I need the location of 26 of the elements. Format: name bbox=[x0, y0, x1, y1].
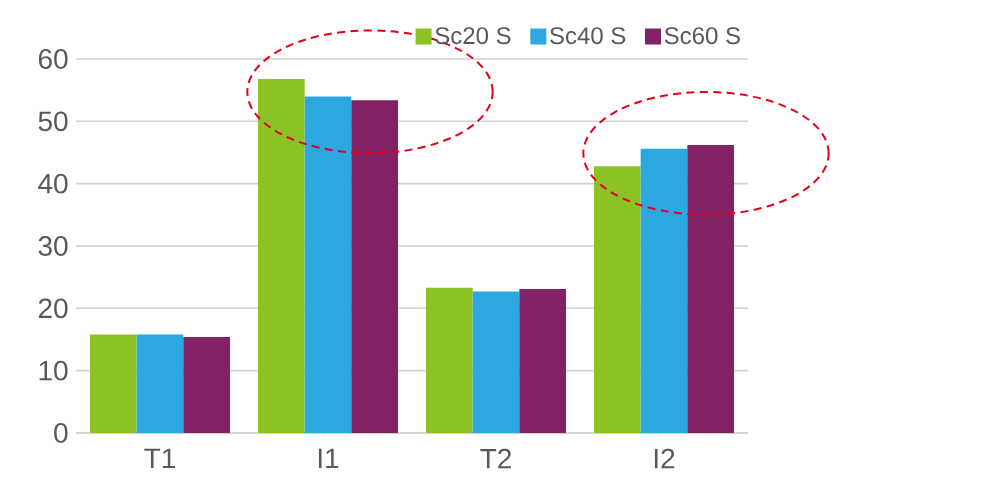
bar bbox=[472, 291, 520, 433]
bar bbox=[426, 287, 473, 433]
bar bbox=[90, 334, 137, 433]
bar bbox=[519, 289, 566, 433]
y-tick-label: 50 bbox=[38, 111, 68, 132]
bar bbox=[304, 96, 352, 433]
legend-label: Sc40 S bbox=[550, 27, 626, 45]
y-tick-label: 30 bbox=[38, 236, 68, 256]
x-tick-label: I1 bbox=[318, 448, 339, 468]
bar bbox=[183, 336, 230, 433]
legend-label: Sc60 S bbox=[664, 27, 740, 45]
x-tick-label: T2 bbox=[480, 448, 511, 469]
y-tick-label: 10 bbox=[39, 360, 68, 381]
bar bbox=[351, 100, 398, 433]
y-tick-label: 60 bbox=[38, 49, 68, 69]
legend-label: Sc20 S bbox=[435, 27, 511, 45]
bar bbox=[640, 148, 688, 433]
y-tick-label: 0 bbox=[54, 423, 68, 443]
bar bbox=[594, 166, 641, 433]
x-tick-label: T1 bbox=[144, 448, 175, 468]
x-tick-label: I2 bbox=[654, 448, 675, 469]
y-tick-label: 20 bbox=[38, 298, 68, 319]
bar bbox=[687, 145, 734, 433]
y-tick-label: 40 bbox=[38, 173, 68, 194]
bar bbox=[258, 78, 305, 433]
bar bbox=[136, 334, 184, 433]
